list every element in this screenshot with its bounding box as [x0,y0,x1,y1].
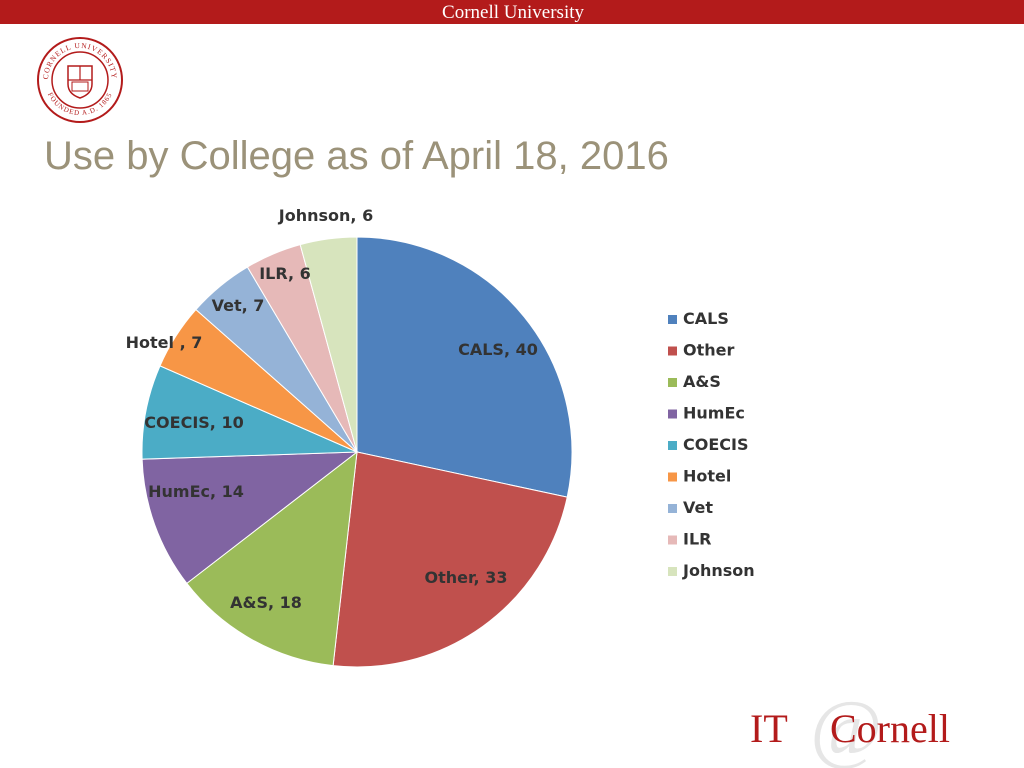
pie-slices [141,236,573,668]
pie-slice-humec [141,451,359,585]
legend-label: Other [683,341,734,360]
pie-slice-johnson [299,236,358,453]
it-at-cornell-logo: @ IT Cornell [750,684,950,768]
university-name: Cornell University [442,2,584,23]
slice-label: Vet, 7 [212,296,265,315]
slice-label: HumEc, 14 [148,482,244,501]
pie-slice-cals [356,236,573,498]
slice-label: Johnson, 6 [278,206,373,225]
slice-label: Other, 33 [425,568,508,587]
logo-cornell-text: Cornell [830,706,950,751]
pie-slice-other [332,451,568,668]
legend-label: ILR [683,530,711,549]
legend-swatch [668,346,677,356]
legend-swatch [668,409,677,419]
legend-label: COECIS [683,435,749,454]
legend-label: Hotel [683,467,731,486]
legend-swatch [668,378,677,387]
legend-label: Vet [683,498,713,517]
slide-title: Use by College as of April 18, 2016 [44,134,669,178]
legend-swatch [668,535,677,545]
legend-label: CALS [683,309,729,328]
logo-it-text: IT [750,706,788,751]
slice-label: A&S, 18 [230,593,302,612]
pie-slice-labels: CALS, 40 Other, 33 A&S, 18 HumEc, 14 COECIS,… [126,206,538,612]
legend-label: HumEc [683,404,745,423]
legend-swatch [668,567,677,576]
slice-label: CALS, 40 [458,340,538,359]
chart-legend: CALS Other A&S HumEc COECIS Hotel Vet ILR Johnso… [668,309,755,580]
cornell-seal-logo: CORNELL UNIVERSITY FOUNDED A.D. 1865 [37,37,123,123]
legend-swatch [668,315,677,324]
logo-at-symbol: @ [810,684,882,768]
pie-slice-a-s [186,450,358,667]
slice-label: Hotel , 7 [126,333,203,352]
top-banner: Cornell University [0,0,1024,24]
legend-swatch [668,472,677,482]
legend-label: A&S [683,372,721,391]
legend-label: Johnson [682,561,755,580]
legend-swatch [668,504,677,513]
slice-label: COECIS, 10 [144,413,243,432]
legend-swatch [668,441,677,450]
slice-label: ILR, 6 [259,264,311,283]
